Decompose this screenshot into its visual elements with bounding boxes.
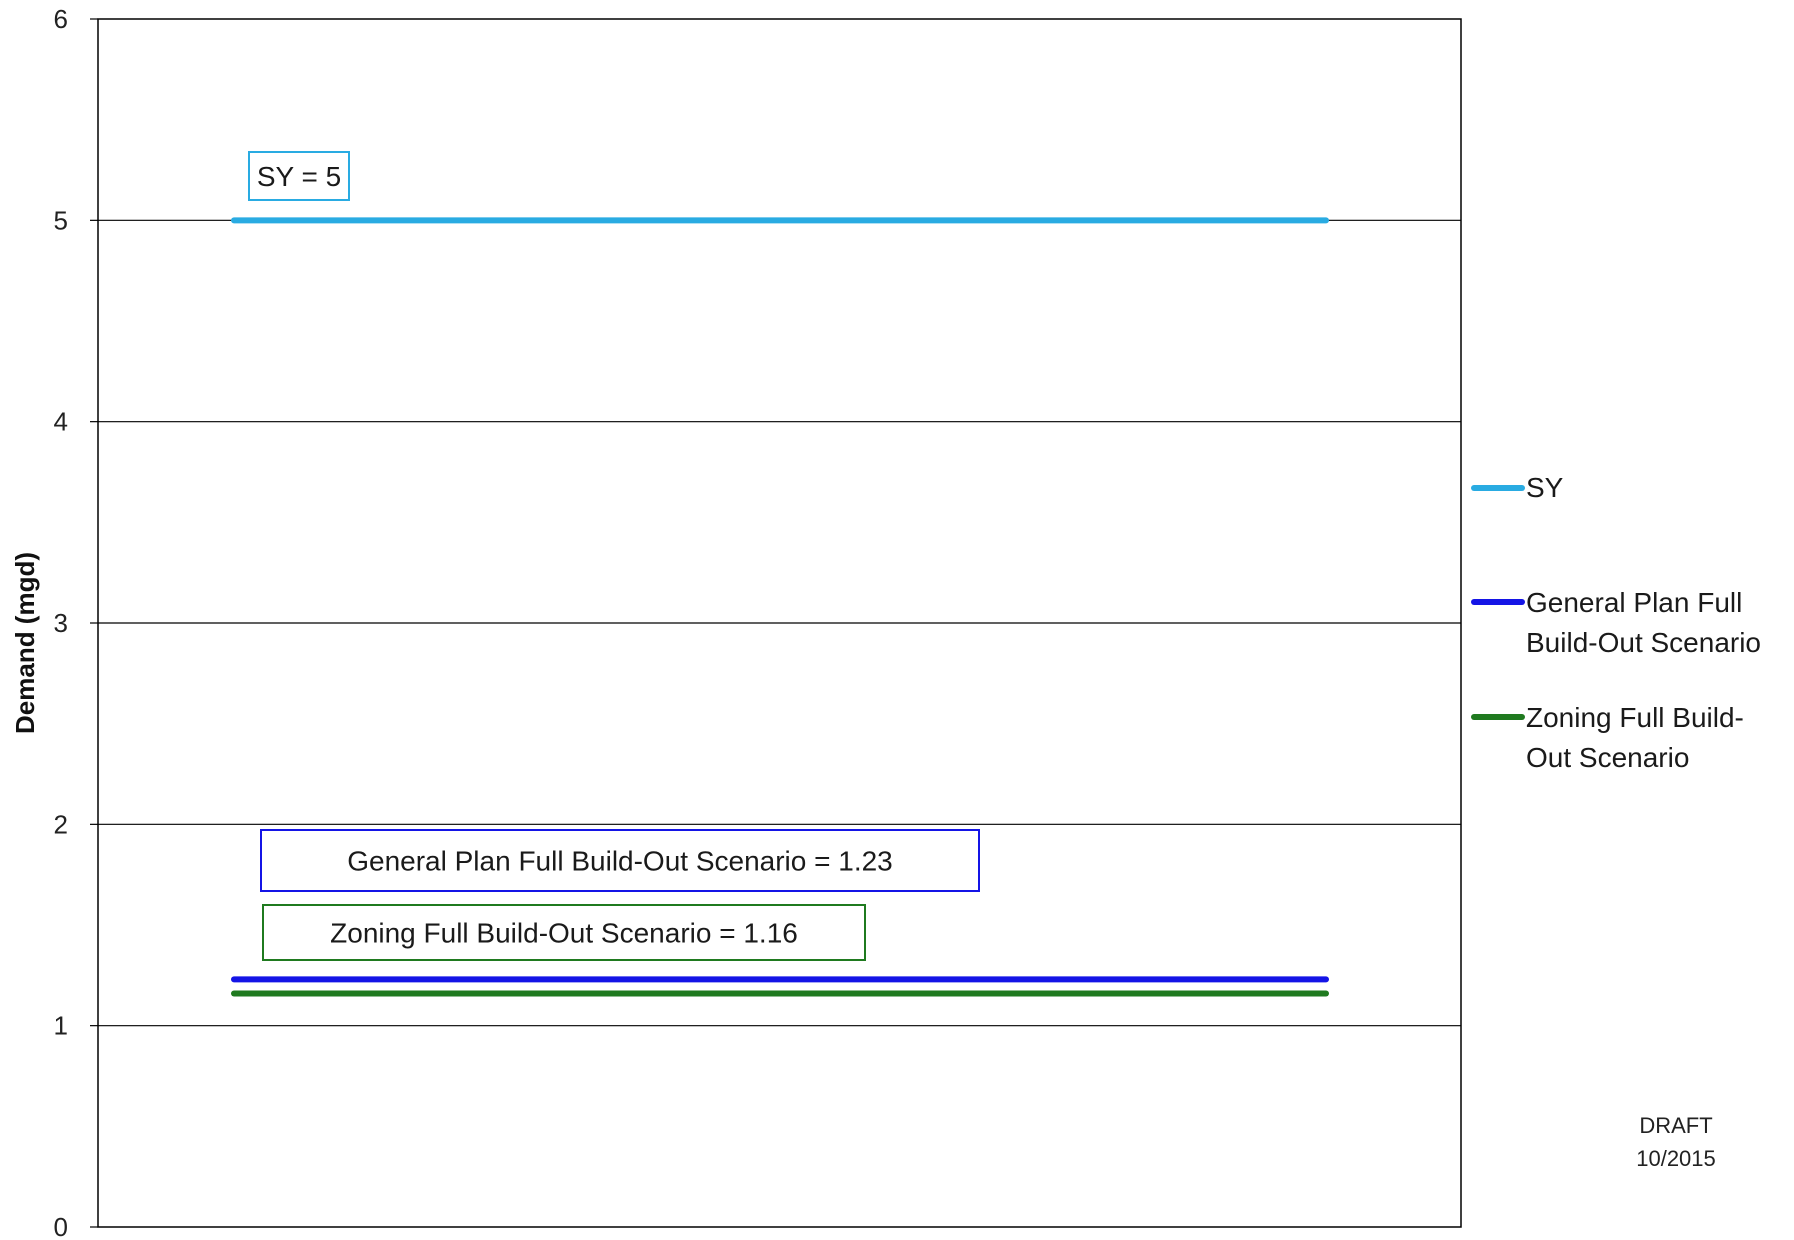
- annotation-label-general: General Plan Full Build-Out Scenario = 1…: [347, 846, 893, 877]
- legend: SY General Plan Full Build-Out Scenario Zon…: [1471, 472, 1761, 773]
- legend-label-sy: SY: [1526, 472, 1564, 503]
- annotation-box-zoning: [262, 904, 866, 961]
- legend-entry-sy: SY: [1471, 472, 1564, 503]
- y-tick-label: 0: [54, 1212, 68, 1240]
- annotation-label-zoning: Zoning Full Build-Out Scenario = 1.16: [330, 918, 798, 949]
- draft-note: DRAFT 10/2015: [1636, 1113, 1716, 1171]
- legend-label-zoning: Zoning Full Build-: [1526, 702, 1744, 733]
- y-axis-title: Demand (mgd): [10, 552, 40, 734]
- legend-label-zoning: Out Scenario: [1526, 742, 1689, 773]
- y-tick-label: 5: [54, 205, 68, 235]
- y-tick-label: 1: [54, 1011, 68, 1041]
- annotations: SY = 5 General Plan Full Build-Out Scenar…: [248, 151, 980, 961]
- grid-lines: [98, 219, 1461, 1027]
- y-tick-label: 2: [54, 809, 68, 839]
- annotation-box-sy: [248, 151, 350, 201]
- draft-note-line: DRAFT: [1639, 1113, 1712, 1138]
- legend-label-general: Build-Out Scenario: [1526, 627, 1761, 658]
- y-axis-ticks: 0 1 2 3 4 5 6: [54, 4, 98, 1240]
- annotation-label-sy: SY = 5: [257, 161, 341, 192]
- draft-note-line: 10/2015: [1636, 1146, 1716, 1171]
- y-tick-label: 6: [54, 4, 68, 34]
- legend-entry-general: General Plan Full Build-Out Scenario: [1471, 587, 1761, 658]
- annotation-general: General Plan Full Build-Out Scenario = 1…: [260, 829, 980, 892]
- legend-label-general: General Plan Full: [1526, 587, 1742, 618]
- annotation-sy: SY = 5: [248, 151, 350, 201]
- y-tick-label: 3: [54, 608, 68, 638]
- legend-entry-zoning: Zoning Full Build- Out Scenario: [1471, 702, 1744, 773]
- annotation-zoning: Zoning Full Build-Out Scenario = 1.16: [262, 904, 866, 961]
- y-tick-label: 4: [54, 407, 68, 437]
- annotation-box-general: [260, 829, 980, 892]
- series-lines: [231, 217, 1329, 997]
